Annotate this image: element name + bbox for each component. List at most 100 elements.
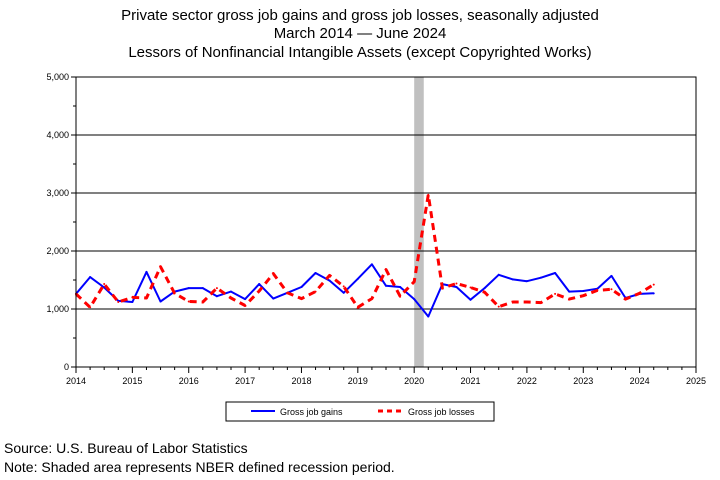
data-point-gross-job-gains-36 (582, 290, 585, 293)
plot-frame (75, 76, 697, 368)
data-point-gross-job-gains-24 (413, 298, 416, 301)
data-point-gross-job-gains-29 (483, 287, 486, 290)
x-tick-label-9: 2023 (573, 376, 593, 386)
data-point-gross-job-gains-38 (610, 274, 613, 277)
legend: Gross job gains Gross job losses (225, 401, 495, 422)
data-point-gross-job-losses-38 (610, 288, 613, 291)
data-point-gross-job-losses-11 (230, 296, 232, 299)
data-point-gross-job-gains-4 (131, 301, 134, 304)
data-point-gross-job-losses-26 (441, 287, 444, 290)
data-point-gross-job-gains-11 (230, 290, 232, 293)
data-point-gross-job-losses-40 (638, 292, 641, 295)
data-point-gross-job-gains-13 (258, 283, 261, 286)
y-tick-label-1: 1,000 (46, 304, 69, 314)
x-tick-label-11: 2025 (686, 376, 706, 386)
data-point-gross-job-losses-13 (258, 290, 261, 293)
data-point-gross-job-losses-25 (427, 193, 430, 196)
data-point-gross-job-losses-3 (117, 301, 120, 304)
x-tick-label-8: 2022 (517, 376, 537, 386)
data-point-gross-job-gains-10 (215, 295, 218, 298)
data-point-gross-job-gains-31 (511, 278, 514, 281)
gridlines (76, 134, 696, 310)
series-line-gross-job-gains (75, 263, 654, 318)
data-point-gross-job-gains-41 (652, 292, 655, 295)
data-point-gross-job-losses-15 (286, 291, 289, 294)
x-tick-label-3: 2017 (235, 376, 255, 386)
data-point-gross-job-losses-6 (159, 265, 162, 268)
y-tick-label-5: 5,000 (46, 72, 69, 82)
data-point-gross-job-gains-19 (342, 291, 345, 294)
chart-subtitle-period: March 2014 — June 2024 (274, 25, 447, 42)
data-point-gross-job-gains-12 (244, 298, 247, 301)
y-tick-label-3: 3,000 (46, 188, 69, 198)
x-tick-label-2: 2016 (179, 376, 199, 386)
data-point-gross-job-losses-22 (385, 268, 387, 271)
y-tick-label-4: 4,000 (46, 130, 69, 140)
x-tick-label-5: 2019 (348, 376, 368, 386)
data-point-gross-job-losses-39 (624, 298, 627, 301)
data-point-gross-job-losses-28 (469, 286, 472, 289)
y-tick-label-0: 0 (64, 362, 69, 372)
data-point-gross-job-gains-27 (455, 285, 458, 288)
data-point-gross-job-losses-37 (596, 289, 599, 292)
data-point-gross-job-losses-31 (511, 301, 514, 304)
data-point-gross-job-gains-17 (314, 272, 317, 275)
data-point-gross-job-losses-2 (103, 283, 106, 286)
data-point-gross-job-losses-20 (356, 306, 359, 309)
data-point-gross-job-gains-1 (89, 276, 92, 279)
source-note: Source: U.S. Bureau of Labor Statistics (4, 440, 248, 456)
data-point-gross-job-losses-8 (187, 300, 190, 303)
series-layer (74, 193, 655, 318)
data-point-gross-job-losses-7 (173, 292, 176, 295)
data-point-gross-job-gains-5 (145, 270, 148, 273)
data-point-gross-job-losses-18 (328, 274, 331, 277)
data-point-gross-job-losses-35 (568, 298, 571, 301)
data-point-gross-job-losses-5 (145, 296, 148, 299)
x-tick-label-1: 2015 (122, 376, 142, 386)
data-point-gross-job-gains-23 (399, 285, 402, 288)
data-point-gross-job-losses-16 (300, 297, 303, 300)
x-tick-label-7: 2021 (461, 376, 481, 386)
data-point-gross-job-gains-33 (540, 276, 542, 279)
chart-notes: Source: U.S. Bureau of Labor Statistics … (4, 440, 395, 475)
data-point-gross-job-losses-23 (399, 295, 402, 298)
data-point-gross-job-losses-27 (455, 282, 458, 285)
chart-subtitle-industry: Lessors of Nonfinancial Intangible Asset… (128, 44, 591, 61)
data-point-gross-job-losses-32 (525, 301, 528, 304)
recession-shading (414, 77, 424, 367)
data-point-gross-job-gains-22 (385, 284, 387, 287)
data-point-gross-job-losses-10 (215, 287, 218, 290)
recession-note: Note: Shaded area represents NBER define… (4, 459, 395, 475)
data-point-gross-job-losses-29 (483, 291, 486, 294)
data-point-gross-job-gains-20 (356, 277, 359, 280)
data-point-gross-job-gains-30 (497, 273, 500, 276)
data-point-gross-job-gains-28 (469, 298, 472, 301)
data-point-gross-job-gains-32 (525, 280, 528, 283)
data-point-gross-job-losses-14 (272, 272, 275, 275)
legend-box (225, 401, 495, 422)
data-point-gross-job-losses-24 (413, 280, 416, 283)
data-point-gross-job-gains-14 (272, 297, 275, 300)
data-point-gross-job-gains-25 (427, 315, 430, 318)
series-line-gross-job-losses (74, 193, 655, 309)
data-point-gross-job-losses-33 (540, 301, 542, 304)
data-point-gross-job-gains-8 (187, 287, 190, 290)
data-point-gross-job-losses-30 (497, 305, 500, 308)
x-axis: 2014 2015 2016 2017 2018 2019 2020 2021 2022 2023… (66, 367, 706, 386)
data-point-gross-job-losses-19 (342, 285, 345, 288)
data-point-gross-job-losses-34 (554, 292, 557, 295)
x-tick-label-4: 2018 (291, 376, 311, 386)
x-tick-label-0: 2014 (66, 376, 86, 386)
x-tick-label-10: 2024 (630, 376, 650, 386)
y-tick-label-2: 2,000 (46, 246, 69, 256)
data-point-gross-job-gains-21 (370, 263, 373, 266)
x-tick-label-6: 2020 (404, 376, 424, 386)
legend-label-gross-job-gains: Gross job gains (280, 407, 343, 417)
data-point-gross-job-losses-21 (370, 297, 373, 300)
data-point-gross-job-losses-41 (652, 283, 655, 286)
data-point-gross-job-gains-6 (159, 300, 162, 303)
y-axis: 0 1,000 2,000 3,000 4,000 5,000 (46, 72, 76, 372)
legend-label-gross-job-losses: Gross job losses (408, 407, 475, 417)
chart-title: Private sector gross job gains and gross… (121, 7, 599, 24)
